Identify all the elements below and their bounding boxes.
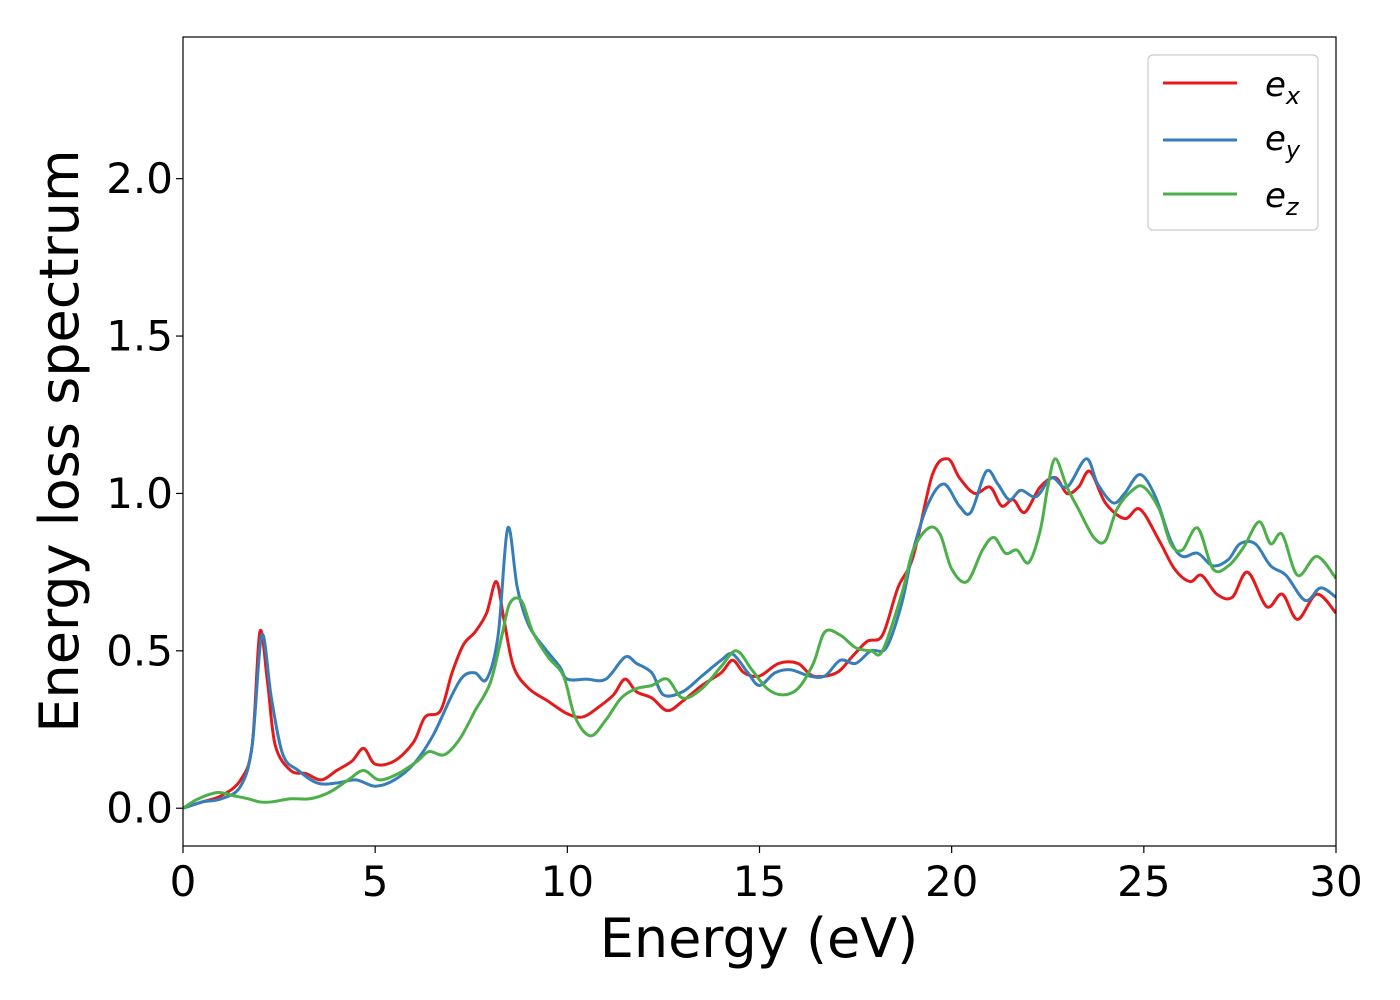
legend-label-ez: ez xyxy=(1265,176,1300,221)
y-tick-label-0: 0.0 xyxy=(106,784,173,833)
x-tick-labels: 0 5 10 15 20 25 30 xyxy=(170,857,1363,906)
y-tick-labels: 0.0 0.5 1.0 1.5 2.0 xyxy=(106,154,173,833)
series-line-ez xyxy=(183,457,1336,810)
x-axis-title: Energy (eV) xyxy=(600,907,919,970)
y-axis-title: Energy loss spectrum xyxy=(28,149,91,732)
x-tick-label-0: 0 xyxy=(170,857,197,906)
series-layer xyxy=(183,457,1336,810)
y-tick-label-3: 1.5 xyxy=(106,312,173,361)
x-tick-label-2: 10 xyxy=(541,857,594,906)
x-tick-label-4: 20 xyxy=(925,857,978,906)
legend-label-ey-base: e xyxy=(1265,119,1286,159)
series-line-ey xyxy=(183,457,1336,810)
x-tick-label-5: 25 xyxy=(1117,857,1170,906)
legend-label-ez-sub: z xyxy=(1285,193,1300,221)
legend-label-ex: ex xyxy=(1265,65,1301,110)
axis-ticks xyxy=(176,178,1337,853)
y-tick-label-2: 1.0 xyxy=(106,469,173,518)
x-tick-label-3: 15 xyxy=(733,857,786,906)
legend-label-ey-sub: y xyxy=(1285,136,1301,164)
legend-box xyxy=(1147,54,1319,231)
y-tick-label-1: 0.5 xyxy=(106,626,173,675)
y-tick-label-4: 2.0 xyxy=(106,154,173,203)
series-line-ex xyxy=(183,457,1336,810)
legend-label-ey: ey xyxy=(1265,119,1301,164)
legend-label-ez-base: e xyxy=(1265,176,1286,216)
x-tick-label-6: 30 xyxy=(1309,857,1362,906)
plot-frame xyxy=(182,36,1337,847)
x-tick-label-1: 5 xyxy=(362,857,389,906)
legend-label-ex-sub: x xyxy=(1285,82,1301,110)
legend: ex ey ez xyxy=(1147,54,1319,231)
legend-label-ex-base: e xyxy=(1265,65,1286,105)
